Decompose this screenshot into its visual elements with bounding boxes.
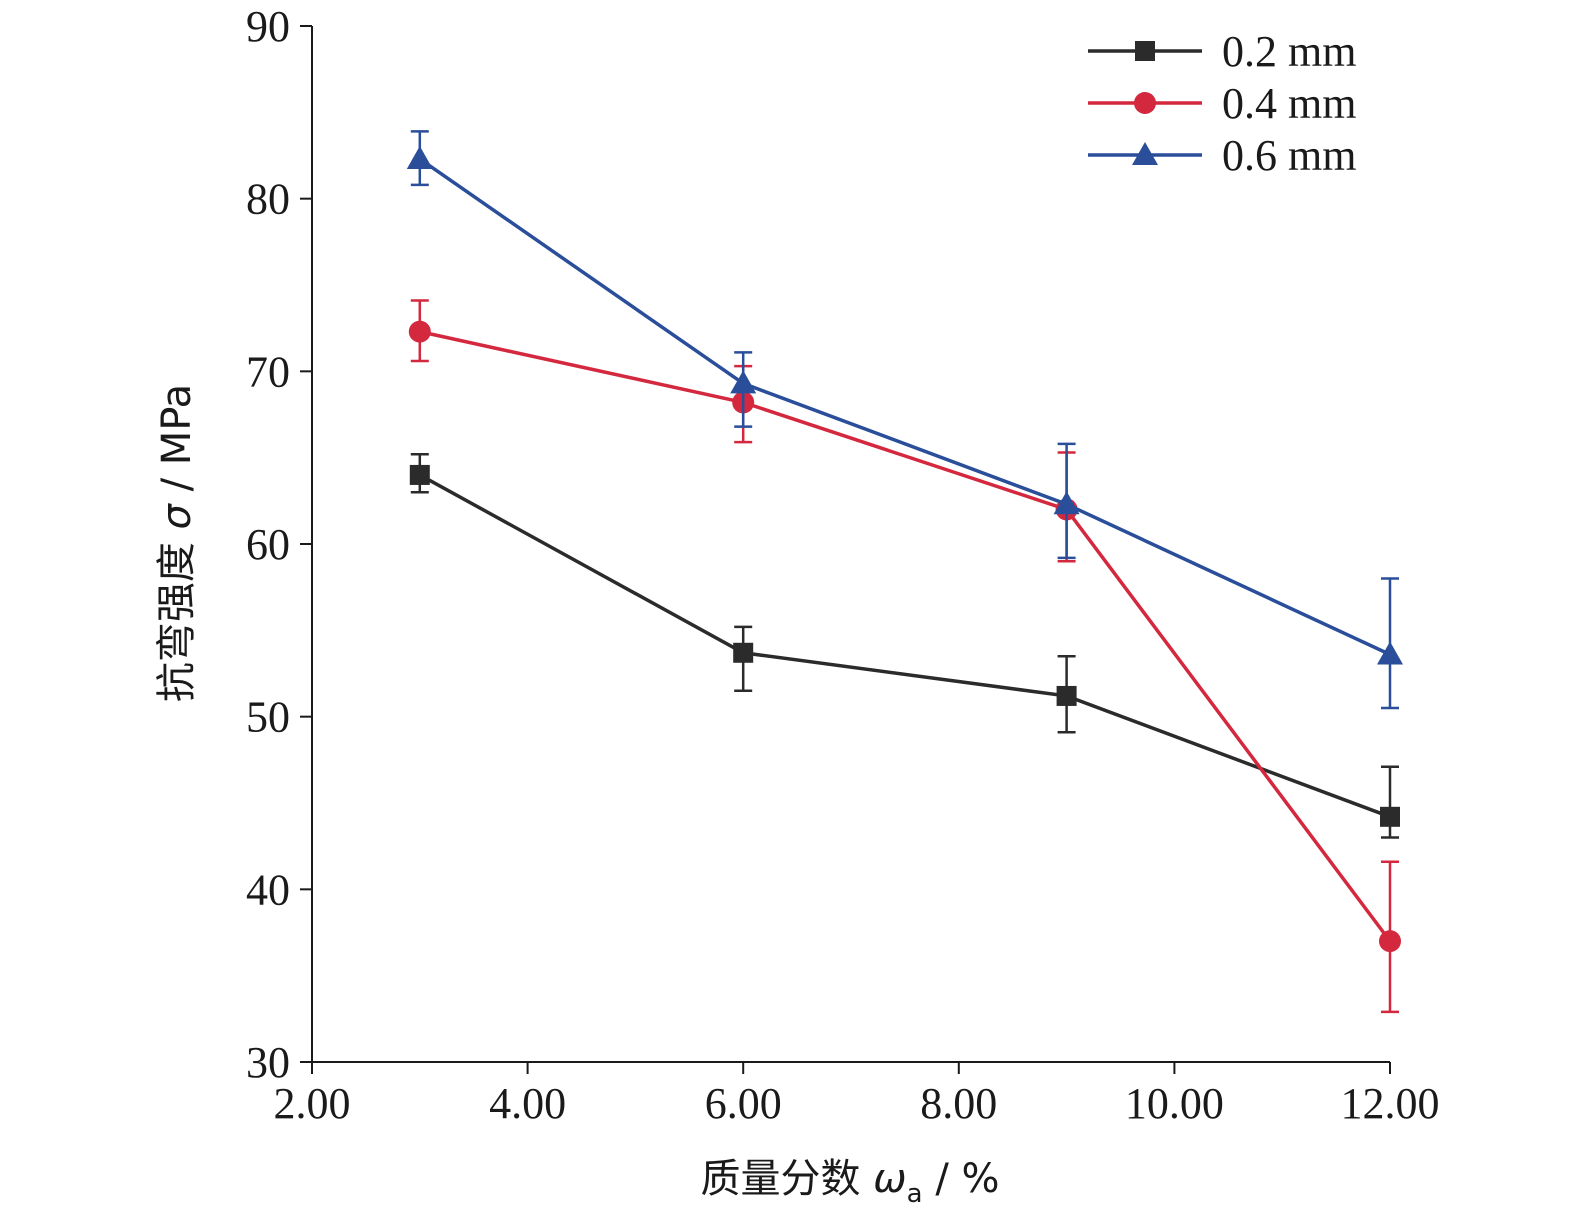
plot-area: 30 40 50 60 70 80 90 2.00 4.00 6.00 8.00 10.00 12.0… — [246, 2, 1440, 1128]
legend-label: 0.6 mm — [1222, 131, 1356, 180]
x-tick-label: 8.00 — [920, 1079, 997, 1128]
data-point — [733, 642, 754, 663]
data-point — [406, 145, 433, 169]
legend-item-3: 0.6 mm — [1088, 131, 1356, 180]
series-3 — [406, 130, 1403, 710]
x-tick-label: 10.00 — [1125, 1079, 1224, 1128]
data-point — [1379, 930, 1401, 953]
y-tick-label: 30 — [246, 1038, 290, 1087]
legend-marker — [1135, 41, 1155, 61]
y-tick-label: 60 — [246, 520, 290, 569]
series-line — [418, 157, 1391, 657]
y-tick-label: 80 — [246, 175, 290, 224]
y-tick-label: 40 — [246, 865, 290, 914]
legend-marker — [1134, 92, 1156, 114]
data-point — [1380, 806, 1400, 827]
legend: 0.2 mm0.4 mm0.6 mm — [1088, 27, 1356, 180]
data-point — [409, 464, 430, 485]
x-tick-label: 2.00 — [274, 1079, 351, 1128]
x-tick-label: 6.00 — [705, 1079, 782, 1128]
series-layer — [406, 130, 1403, 1014]
y-ticks: 30 40 50 60 70 80 90 — [246, 2, 312, 1087]
data-point — [1377, 641, 1403, 665]
series-2 — [408, 299, 1401, 1014]
y-tick-label: 70 — [246, 347, 290, 396]
x-tick-label: 4.00 — [489, 1079, 566, 1128]
y-axis-title: 抗弯强度 σ / MPa — [154, 384, 200, 702]
y-tick-label: 50 — [246, 693, 290, 742]
x-tick-label: 12.00 — [1341, 1079, 1440, 1128]
data-point — [1053, 491, 1080, 515]
series-line — [418, 473, 1391, 819]
x-axis-title: 质量分数 ωa / % — [700, 1156, 999, 1209]
legend-label: 0.4 mm — [1222, 79, 1356, 128]
legend-marker — [1132, 142, 1158, 165]
error-bar — [1381, 765, 1399, 839]
x-ticks: 2.00 4.00 6.00 8.00 10.00 12.00 — [274, 1062, 1440, 1128]
legend-item-1: 0.2 mm — [1088, 27, 1356, 76]
data-point — [730, 370, 757, 394]
data-point — [1056, 685, 1077, 706]
y-tick-label: 90 — [246, 2, 290, 51]
series-line — [419, 329, 1392, 943]
data-point — [408, 320, 431, 343]
legend-item-2: 0.4 mm — [1088, 79, 1356, 128]
legend-label: 0.2 mm — [1222, 27, 1356, 76]
series-1 — [409, 452, 1400, 839]
